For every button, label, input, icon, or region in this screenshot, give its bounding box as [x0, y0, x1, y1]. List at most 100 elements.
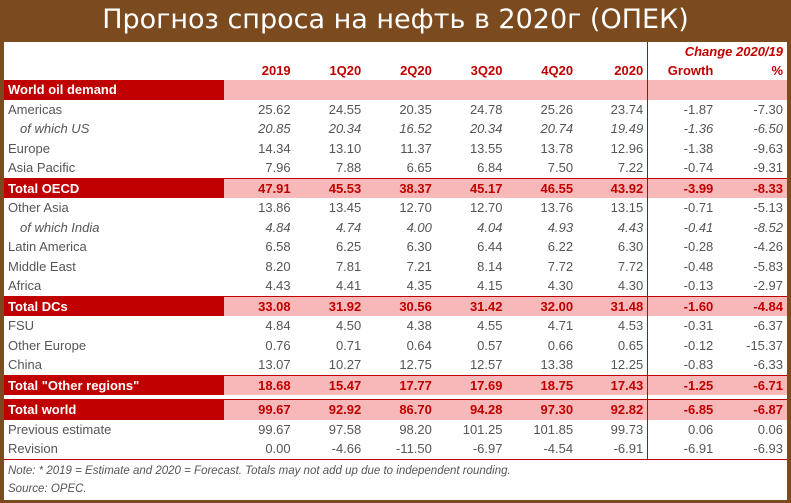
cell-value: 18.75 — [506, 375, 578, 395]
footnote: Note: * 2019 = Estimate and 2020 = Forec… — [8, 465, 511, 477]
table-row: Total "Other regions" 18.68 15.47 17.77 17.6… — [4, 375, 787, 395]
oil-demand-table: Change 2020/19 2019 1Q20 2Q20 3Q20 4Q20 … — [4, 42, 787, 460]
col-header: 2Q20 — [400, 63, 432, 78]
cell-value: 7.72 — [547, 258, 574, 274]
cell-value: -0.41 — [647, 217, 718, 237]
row-label: Total DCs — [4, 296, 225, 316]
cell-value: 38.37 — [365, 178, 436, 198]
cell-value: 20.85 — [258, 121, 291, 137]
cell-value: 23.74 — [610, 101, 644, 117]
spacer-row — [4, 395, 787, 400]
table-row: Total OECD 47.91 45.53 38.37 45.17 46.55 43.92… — [4, 178, 787, 198]
table-row: Total world 99.67 92.92 86.70 94.28 97.30 92.8… — [4, 399, 787, 420]
row-label: China — [4, 355, 225, 376]
header-row-columns: 2019 1Q20 2Q20 3Q20 4Q20 2020 Growth % — [4, 61, 787, 80]
cell-value: 92.92 — [294, 399, 366, 420]
cell-value: 94.28 — [435, 399, 507, 420]
row-label: Other Europe — [8, 337, 87, 353]
row-label: of which India — [20, 219, 100, 235]
cell-value: -6.87 — [717, 399, 787, 420]
cell-value: -15.37 — [746, 337, 783, 353]
col-header: 3Q20 — [470, 63, 503, 78]
cell-value: -1.36 — [647, 119, 718, 139]
cell-value: -0.13 — [647, 276, 718, 297]
cell-value: 0.57 — [477, 337, 503, 353]
cell-value: -3.99 — [647, 178, 718, 198]
cell-value: -6.91 — [577, 439, 648, 460]
cell-value: 31.42 — [435, 296, 507, 316]
row-label: Other Asia — [8, 200, 69, 216]
cell-value: 6.65 — [365, 158, 436, 179]
table-row: China 13.07 10.27 12.75 12.57 13.38 12.25 -0.83… — [4, 355, 787, 376]
cell-value: 10.27 — [294, 355, 366, 376]
cell-value: 24.55 — [328, 101, 362, 117]
table-row: Americas 25.62 24.55 20.35 24.78 25.26 23.74 -1… — [4, 99, 787, 119]
table-row: of which India 4.84 4.74 4.00 4.04 4.93 4.43 -0… — [4, 217, 787, 237]
cell-value: 0.64 — [406, 337, 432, 353]
cell-value: -0.74 — [647, 158, 718, 179]
cell-value: 20.74 — [540, 121, 574, 137]
cell-value: 4.35 — [365, 276, 436, 297]
cell-value: -4.66 — [294, 439, 366, 460]
cell-value: -0.12 — [647, 335, 718, 355]
cell-value: -6.91 — [647, 439, 718, 460]
col-header: Growth — [647, 61, 718, 80]
cell-value: 4.15 — [435, 276, 507, 297]
cell-value: 4.74 — [335, 219, 362, 235]
cell-value: 99.67 — [258, 421, 291, 437]
row-label: Americas — [8, 101, 63, 117]
cell-value: 0.06 — [757, 421, 783, 437]
cell-value: 7.50 — [506, 158, 578, 179]
row-label: Middle East — [8, 258, 76, 274]
table-row: Latin America 6.58 6.25 6.30 6.44 6.22 6.30 -0.… — [4, 237, 787, 257]
cell-value: 97.30 — [506, 399, 578, 420]
cell-value: 6.58 — [265, 239, 291, 255]
cell-value: 13.07 — [224, 355, 295, 376]
row-label: Total world — [4, 399, 225, 420]
cell-value: -6.50 — [753, 121, 783, 137]
cell-value: 13.10 — [328, 140, 362, 156]
cell-value: 4.41 — [294, 276, 366, 297]
cell-value: -1.25 — [647, 375, 718, 395]
table-row: Europe 14.34 13.10 11.37 13.55 13.78 12.96 -1.3… — [4, 138, 787, 158]
row-label: Revision — [4, 439, 225, 460]
cell-value: 4.43 — [224, 276, 295, 297]
cell-value: 25.26 — [540, 101, 574, 117]
row-label: Asia Pacific — [4, 158, 225, 179]
cell-value: -4.54 — [506, 439, 578, 460]
cell-value: 33.08 — [224, 296, 295, 316]
cell-value: -6.97 — [435, 439, 507, 460]
cell-value: 86.70 — [365, 399, 436, 420]
cell-value: 4.38 — [406, 318, 432, 334]
col-header: 2019 — [261, 63, 291, 78]
cell-value: 20.34 — [469, 121, 503, 137]
cell-value: 43.92 — [577, 178, 648, 198]
cell-value: -5.83 — [753, 258, 783, 274]
cell-value: -9.63 — [753, 140, 783, 156]
cell-value: 13.55 — [469, 140, 503, 156]
cell-value: 12.75 — [365, 355, 436, 376]
cell-value: 13.45 — [328, 200, 362, 216]
cell-value: -4.84 — [717, 296, 787, 316]
section-row: World oil demand — [4, 80, 787, 100]
source-note: Source: OPEC. — [8, 483, 87, 495]
cell-value: 31.48 — [577, 296, 648, 316]
row-label: Europe — [8, 140, 50, 156]
cell-value: 99.73 — [610, 421, 644, 437]
cell-value: 12.70 — [469, 200, 503, 216]
cell-value: 4.04 — [477, 219, 503, 235]
table-row: FSU 4.84 4.50 4.38 4.55 4.71 4.53 -0.31 -6.37 — [4, 316, 787, 336]
cell-value: -4.26 — [753, 239, 783, 255]
change-header: Change 2020/19 — [647, 42, 787, 61]
cell-value: 12.25 — [577, 355, 648, 376]
cell-value: 14.34 — [258, 140, 291, 156]
cell-value: 12.96 — [610, 140, 644, 156]
cell-value: -0.71 — [647, 198, 718, 218]
cell-value: 4.00 — [406, 219, 432, 235]
cell-value: -9.31 — [717, 158, 787, 179]
table-row: Previous estimate 99.67 97.58 98.20 101.25 10… — [4, 419, 787, 439]
cell-value: 97.58 — [328, 421, 362, 437]
table-row: of which US 20.85 20.34 16.52 20.34 20.74 19.4… — [4, 119, 787, 139]
cell-value: -0.28 — [647, 237, 718, 257]
